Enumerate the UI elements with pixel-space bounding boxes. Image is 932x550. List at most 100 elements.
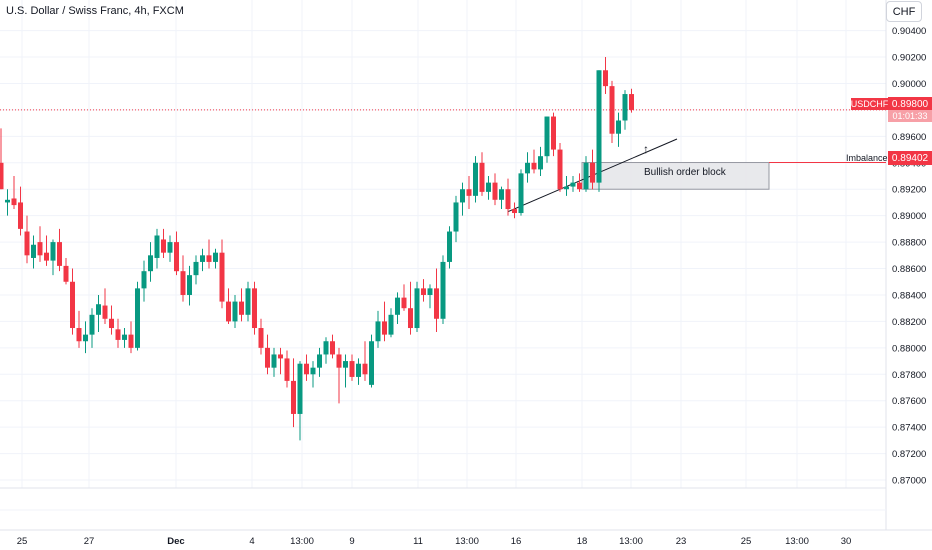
price-tick-label: 0.90000 (892, 79, 926, 90)
time-tick-label: 9 (349, 536, 354, 547)
time-tick-label: 13:00 (455, 536, 479, 547)
arrow-up-icon: ↑ (643, 142, 649, 156)
chart-title: U.S. Dollar / Swiss Franc, 4h, FXCM (6, 5, 184, 17)
candle-body (317, 354, 322, 368)
candle-body (551, 116, 556, 150)
candle-body (479, 162, 485, 192)
time-tick-label: 4 (249, 536, 254, 547)
candle-body (148, 255, 153, 272)
candle-body (577, 182, 582, 190)
price-tick-label: 0.90200 (892, 53, 926, 64)
time-tick-label: 18 (577, 536, 588, 547)
time-tick-label: 25 (741, 536, 752, 547)
price-tick-label: 0.87000 (892, 476, 926, 487)
candle-body (453, 202, 459, 232)
time-axis: 25 27 Dec 4 13:00 9 11 13:00 16 18 13:00 23 25 13:00 3… (17, 536, 852, 547)
candle-body (401, 297, 407, 309)
candle-body (115, 329, 121, 340)
time-tick-label: 27 (84, 536, 95, 547)
candle-body (167, 242, 173, 253)
candle-body (440, 261, 446, 319)
candle-body (180, 271, 186, 295)
candle-body (375, 321, 381, 342)
candle-body (616, 120, 621, 134)
price-tick-label: 0.88800 (892, 238, 926, 249)
currency-button[interactable]: CHF (886, 1, 922, 22)
price-tick-label: 0.87400 (892, 423, 926, 434)
candle-body (323, 341, 329, 355)
candle-body (76, 328, 82, 342)
candle-body (50, 242, 56, 261)
price-tick-label: 0.88000 (892, 343, 926, 354)
candle-body (596, 70, 602, 183)
candle-body (460, 189, 465, 203)
candle-body (304, 363, 309, 375)
candle-body (271, 354, 277, 368)
candle-body (0, 162, 4, 190)
time-tick-label: 25 (17, 536, 28, 547)
candle-body (421, 288, 426, 295)
chart-overlays (0, 109, 886, 213)
price-tick-label: 0.90400 (892, 26, 926, 37)
candle-body (414, 288, 420, 329)
candle-body (11, 198, 17, 206)
candle-body (297, 363, 303, 414)
imbalance-price-tag: 0.89402 (888, 151, 932, 165)
candle-body (102, 305, 108, 319)
candle-body (291, 380, 296, 414)
candle-body (193, 261, 199, 276)
candle-body (570, 182, 576, 187)
candle-body (278, 354, 283, 359)
candle-body (5, 199, 10, 203)
candle-body (161, 239, 166, 253)
candle-body (499, 189, 504, 200)
candle-body (128, 334, 134, 348)
countdown-tag: 01:01:33 (888, 110, 932, 122)
candle-body (213, 252, 218, 262)
price-tick-label: 0.89000 (892, 211, 926, 222)
candles (0, 57, 634, 441)
time-tick-label: 13:00 (785, 536, 809, 547)
time-tick-label: 11 (413, 536, 423, 547)
candle-body (395, 297, 400, 315)
candle-body (505, 189, 511, 210)
candle-body (525, 162, 530, 174)
price-tick-label: 0.89200 (892, 185, 926, 196)
candle-body (356, 363, 361, 377)
candle-body (63, 265, 69, 282)
price-scale: 0.904000.902000.900000.898000.896000.894… (892, 26, 926, 486)
candle-body (18, 202, 23, 229)
candle-body (544, 116, 550, 157)
candle-body (603, 70, 608, 87)
candle-body (24, 231, 30, 256)
price-tick-label: 0.88400 (892, 290, 926, 301)
candle-body (362, 363, 368, 375)
candle-body (622, 94, 628, 121)
candle-body (408, 308, 413, 329)
candle-body (564, 186, 569, 190)
price-tick-label: 0.88200 (892, 317, 926, 328)
order-block-label: Bullish order block (644, 167, 726, 178)
candle-body (252, 288, 257, 329)
price-tick-label: 0.89600 (892, 132, 926, 143)
candle-body (466, 189, 472, 196)
time-tick-label: 13:00 (290, 536, 314, 547)
candle-body (336, 354, 342, 368)
candle-body (122, 334, 127, 340)
candle-body (557, 149, 563, 190)
candle-body (447, 231, 452, 262)
candle-body (219, 252, 225, 302)
chart-axes (0, 0, 932, 531)
candle-body (200, 255, 205, 262)
candle-body (96, 304, 101, 315)
candle-body (57, 242, 62, 266)
time-tick-label: 16 (511, 536, 522, 547)
candle-body (343, 361, 348, 368)
candle-body (492, 182, 498, 200)
candle-body (330, 341, 335, 355)
symbol-tag: USDCHF (850, 98, 889, 110)
candle-body (473, 162, 478, 196)
candle-body (245, 288, 251, 315)
time-tick-label: Dec (167, 536, 184, 547)
